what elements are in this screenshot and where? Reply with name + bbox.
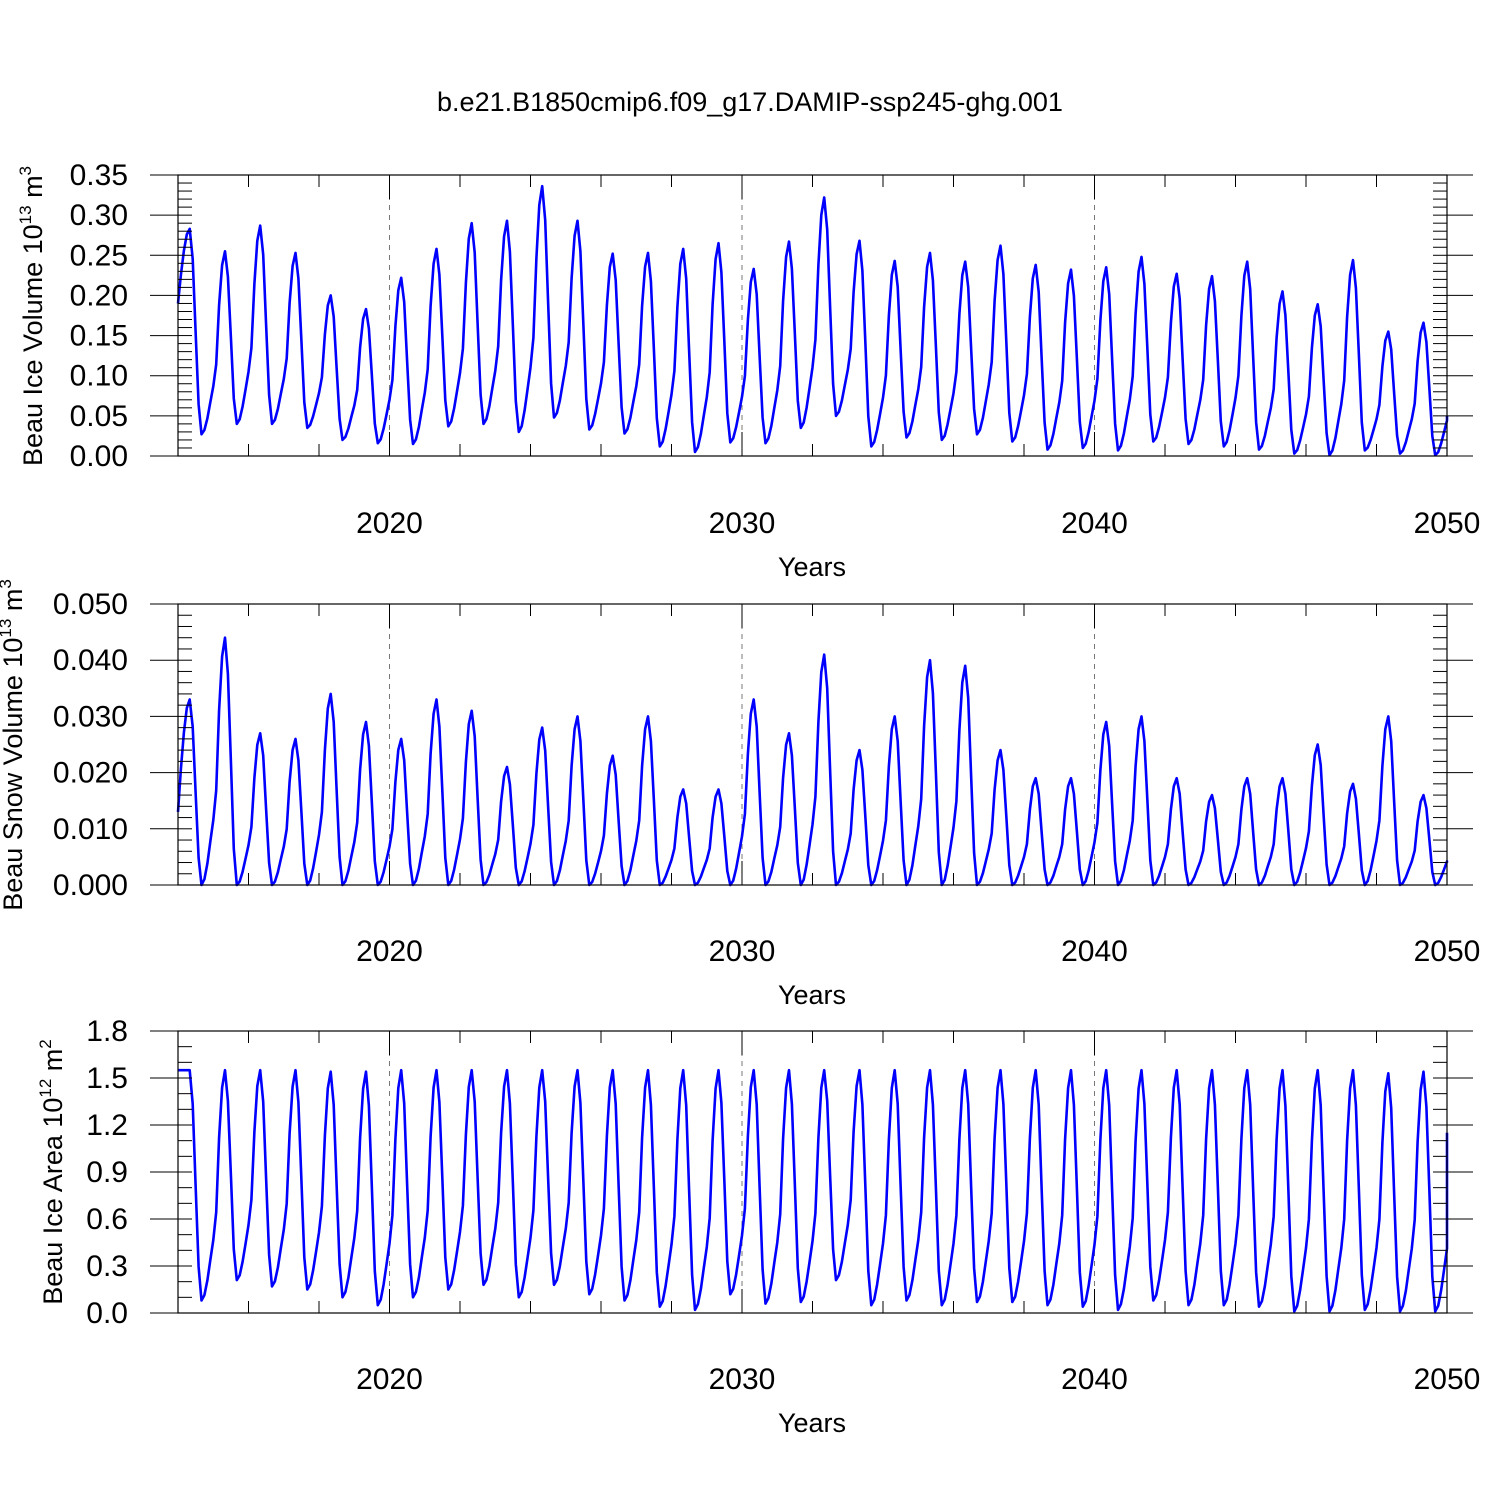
y-axis-label: Beau Ice Volume 1013 m3 xyxy=(16,166,48,466)
panel-ice-volume: 0.00 0.05 0.10 0.15 0.20 0.25 0.30 0.35 2020 203… xyxy=(16,159,1480,582)
y-axis-label: Beau Snow Volume 1013 m3 xyxy=(0,579,28,911)
y-tick-label: 0.020 xyxy=(53,757,128,790)
y-tick-label: 0.20 xyxy=(70,279,128,312)
x-tick-label: 2020 xyxy=(356,1363,423,1396)
series-line-ice-area xyxy=(178,1068,1449,1313)
x-tick-label: 2040 xyxy=(1061,507,1128,540)
y-tick-label: 0.30 xyxy=(70,199,128,232)
y-tick-label: 0.35 xyxy=(70,159,128,192)
y-tick-label: 0.040 xyxy=(53,644,128,677)
y-tick-label: 0.25 xyxy=(70,239,128,272)
x-tick-label: 2030 xyxy=(709,507,776,540)
y-tick-label: 1.8 xyxy=(86,1015,128,1048)
x-tick-label: 2030 xyxy=(709,1363,776,1396)
figure-title: b.e21.B1850cmip6.f09_g17.DAMIP-ssp245-gh… xyxy=(437,87,1063,117)
x-axis-label: Years xyxy=(778,980,846,1010)
y-tick-label: 0.030 xyxy=(53,700,128,733)
y-tick-label: 0.00 xyxy=(70,440,128,473)
y-tick-label: 0.0 xyxy=(86,1297,128,1330)
y-axis-label: Beau Ice Area 1012 m2 xyxy=(36,1039,68,1305)
y-tick-label: 0.010 xyxy=(53,813,128,846)
x-tick-label: 2050 xyxy=(1414,935,1481,968)
y-tick-label: 0.3 xyxy=(86,1250,128,1283)
x-tick-label: 2020 xyxy=(356,507,423,540)
x-tick-label: 2050 xyxy=(1414,507,1481,540)
y-tick-label: 0.000 xyxy=(53,869,128,902)
y-tick-label: 1.2 xyxy=(86,1109,128,1142)
x-tick-label: 2020 xyxy=(356,935,423,968)
x-tick-label: 2040 xyxy=(1061,935,1128,968)
y-tick-label: 1.5 xyxy=(86,1062,128,1095)
x-axis-label: Years xyxy=(778,1408,846,1438)
x-tick-label: 2030 xyxy=(709,935,776,968)
x-tick-label: 2040 xyxy=(1061,1363,1128,1396)
panel-ice-area: 0.0 0.3 0.6 0.9 1.2 1.5 1.8 2020 2030 2040 2050 Y… xyxy=(36,1015,1480,1438)
series-line-ice-volume xyxy=(176,184,1449,457)
x-tick-label: 2050 xyxy=(1414,1363,1481,1396)
y-tick-label: 0.050 xyxy=(53,588,128,621)
panel-snow-volume: 0.000 0.010 0.020 0.030 0.040 0.050 2020 2030 2… xyxy=(0,579,1480,1010)
y-tick-label: 0.05 xyxy=(70,400,128,433)
y-tick-label: 0.6 xyxy=(86,1203,128,1236)
series-line-snow-volume xyxy=(176,636,1449,887)
y-tick-label: 0.15 xyxy=(70,320,128,353)
y-tick-label: 0.10 xyxy=(70,360,128,393)
y-tick-label: 0.9 xyxy=(86,1156,128,1189)
x-axis-label: Years xyxy=(778,552,846,582)
